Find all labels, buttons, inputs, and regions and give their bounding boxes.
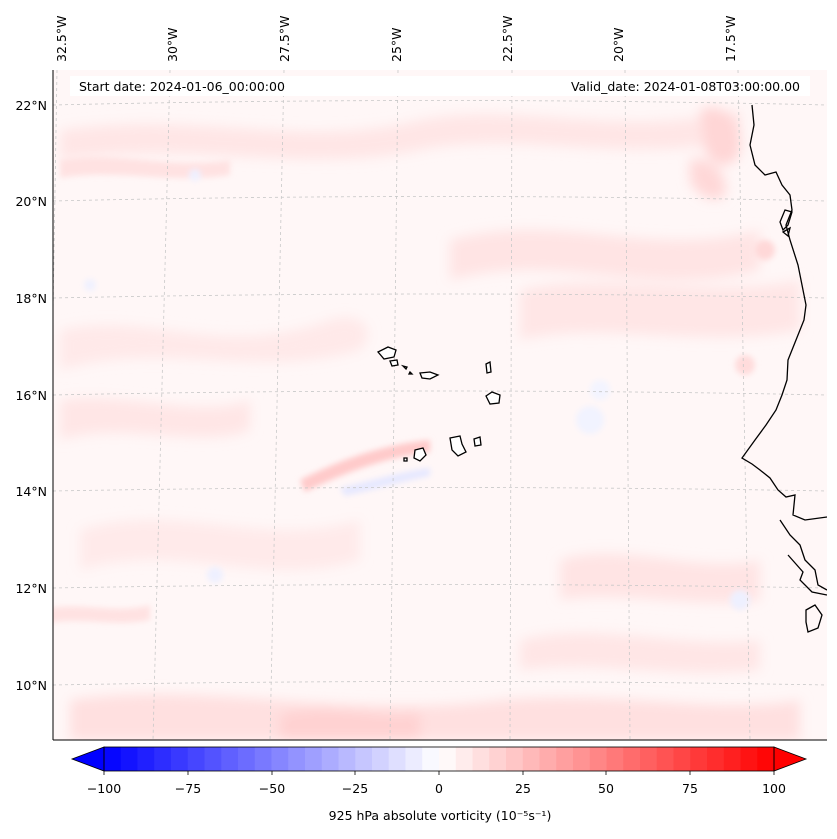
header-strip xyxy=(70,76,810,96)
colorbar-segment xyxy=(606,747,624,771)
cb-tick-2: −50 xyxy=(259,781,285,796)
colorbar-segment xyxy=(154,747,172,771)
colorbar-segment xyxy=(522,747,540,771)
colorbar-segment xyxy=(740,747,758,771)
colorbar-segment xyxy=(288,747,306,771)
cb-tick-5: 25 xyxy=(515,781,531,796)
colorbar-segment xyxy=(204,747,222,771)
lon-label-25w: 25°W xyxy=(389,27,404,62)
colorbar-segment xyxy=(556,747,574,771)
colorbar-segment xyxy=(673,747,691,771)
vorticity-features xyxy=(53,157,775,623)
colorbar-segment xyxy=(455,747,473,771)
colorbar-segment xyxy=(439,747,457,771)
lon-label-17-5w: 17.5°W xyxy=(723,16,738,62)
colorbar-segment xyxy=(623,747,641,771)
vorticity-blobs xyxy=(60,107,800,740)
lon-label-20w: 20°W xyxy=(611,27,626,62)
longitude-labels: 32.5°W 30°W 27.5°W 25°W 22.5°W 20°W 17.5… xyxy=(54,16,738,62)
lat-label-10n: 10°N xyxy=(15,678,47,693)
vorticity-field xyxy=(53,70,827,740)
colorbar-segments xyxy=(104,747,775,771)
cb-tick-1: −75 xyxy=(175,781,201,796)
colorbar: −100 −75 −50 −25 0 25 50 75 100 925 hPa … xyxy=(70,746,808,823)
cb-tick-6: 50 xyxy=(598,781,614,796)
colorbar-segment xyxy=(472,747,490,771)
cb-tick-0: −100 xyxy=(87,781,121,796)
colorbar-segment xyxy=(271,747,289,771)
colorbar-segment xyxy=(388,747,406,771)
colorbar-label: 925 hPa absolute vorticity (10⁻⁵s⁻¹) xyxy=(329,808,552,823)
lon-label-27-5w: 27.5°W xyxy=(277,16,292,62)
colorbar-segment xyxy=(372,747,390,771)
lon-label-30w: 30°W xyxy=(165,27,180,62)
colorbar-segment xyxy=(321,747,339,771)
colorbar-segment xyxy=(757,747,775,771)
lat-label-14n: 14°N xyxy=(15,484,47,499)
colorbar-segment xyxy=(238,747,256,771)
colorbar-segment xyxy=(120,747,138,771)
colorbar-ticks: −100 −75 −50 −25 0 25 50 75 100 xyxy=(87,781,786,796)
latitude-labels: 22°N 20°N 18°N 16°N 14°N 12°N 10°N xyxy=(15,98,47,693)
colorbar-segment xyxy=(171,747,189,771)
colorbar-segment xyxy=(690,747,708,771)
colorbar-segment xyxy=(355,747,373,771)
colorbar-segment xyxy=(221,747,239,771)
cb-tick-7: 75 xyxy=(682,781,698,796)
colorbar-segment xyxy=(187,747,205,771)
colorbar-tick-marks xyxy=(103,771,775,775)
colorbar-segment xyxy=(506,747,524,771)
lat-label-16n: 16°N xyxy=(15,388,47,403)
colorbar-segment xyxy=(723,747,741,771)
colorbar-segment xyxy=(254,747,272,771)
colorbar-segment xyxy=(137,747,155,771)
lat-label-22n: 22°N xyxy=(15,98,47,113)
colorbar-segment xyxy=(589,747,607,771)
colorbar-segment xyxy=(489,747,507,771)
cb-tick-4: 0 xyxy=(435,781,443,796)
lat-label-12n: 12°N xyxy=(15,581,47,596)
valid-date-text: Valid_date: 2024-01-08T03:00:00.00 xyxy=(571,79,800,94)
lat-label-20n: 20°N xyxy=(15,194,47,209)
islands xyxy=(376,346,501,462)
gridlines xyxy=(53,70,827,740)
start-date-text: Start date: 2024-01-06_00:00:00 xyxy=(79,79,285,94)
coastline xyxy=(741,104,827,633)
colorbar-segment xyxy=(573,747,591,771)
colorbar-max-extension xyxy=(773,746,808,772)
colorbar-segment xyxy=(338,747,356,771)
colorbar-segment xyxy=(707,747,725,771)
colorbar-segment xyxy=(305,747,323,771)
cb-tick-3: −25 xyxy=(342,781,368,796)
lon-label-22-5w: 22.5°W xyxy=(500,16,515,62)
colorbar-segment xyxy=(104,747,122,771)
colorbar-segment xyxy=(539,747,557,771)
lat-label-18n: 18°N xyxy=(15,291,47,306)
colorbar-segment xyxy=(405,747,423,771)
lon-label-32-5w: 32.5°W xyxy=(54,16,69,62)
colorbar-segment xyxy=(422,747,440,771)
cb-tick-8: 100 xyxy=(762,781,786,796)
colorbar-min-extension xyxy=(70,746,105,772)
colorbar-segment xyxy=(640,747,658,771)
colorbar-segment xyxy=(656,747,674,771)
